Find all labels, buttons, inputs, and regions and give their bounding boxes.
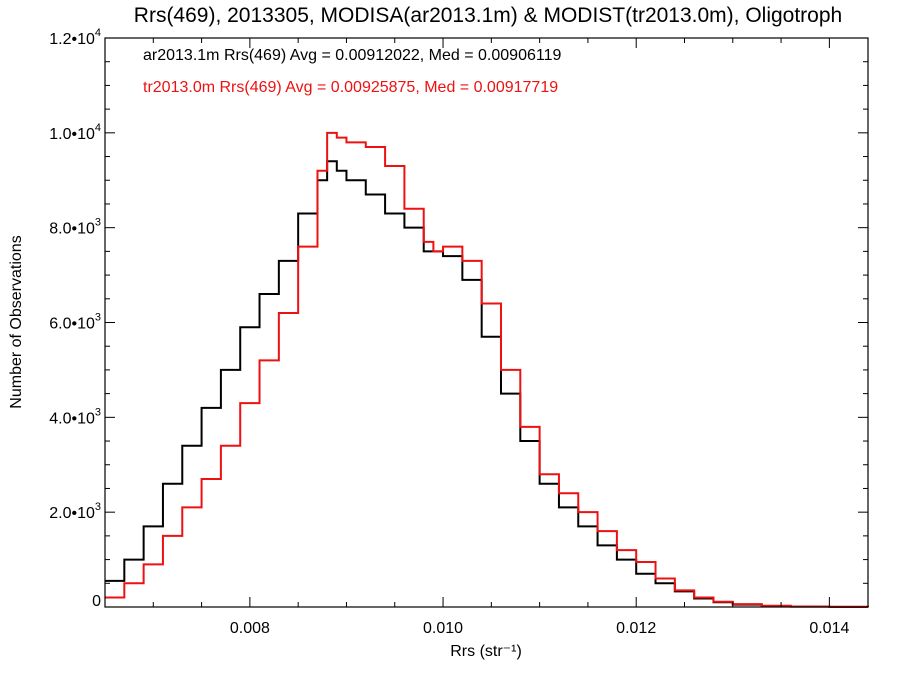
x-tick-label: 0.012 xyxy=(616,620,656,637)
legend-entry-red: tr2013.0m Rrs(469) Avg = 0.00925875, Med… xyxy=(143,79,558,96)
series-line-1 xyxy=(105,131,869,608)
chart-title: Rrs(469), 2013305, MODISA(ar2013.1m) & M… xyxy=(134,4,842,27)
y-tick-label: 0 xyxy=(92,593,101,610)
y-tick-label: 8.0•103 xyxy=(49,217,101,238)
x-tick-label: 0.014 xyxy=(809,620,849,637)
y-tick-label: 1.2•104 xyxy=(49,27,101,48)
legend-entry-black: ar2013.1m Rrs(469) Avg = 0.00912022, Med… xyxy=(143,47,561,64)
series-layer xyxy=(105,131,869,608)
y-tick-labels: 0 2.0•103 4.0•103 6.0•103 8.0•103 1.0•104 1.2•… xyxy=(49,27,101,610)
x-tick-labels: 0.008 0.010 0.012 0.014 xyxy=(230,620,850,637)
y-tick-label: 6.0•103 xyxy=(49,312,101,333)
x-tick-label: 0.008 xyxy=(230,620,270,637)
x-axis-label: Rrs (str⁻¹) xyxy=(450,643,522,660)
y-tick-label: 1.0•104 xyxy=(49,122,101,143)
y-tick-label: 4.0•103 xyxy=(49,406,101,427)
series-line-0 xyxy=(105,160,869,608)
ticks-layer xyxy=(104,37,868,608)
plot-frame xyxy=(104,37,869,608)
x-tick-label: 0.010 xyxy=(423,620,463,637)
y-tick-label: 2.0•103 xyxy=(49,501,101,522)
y-axis-label: Number of Observations xyxy=(8,235,25,408)
